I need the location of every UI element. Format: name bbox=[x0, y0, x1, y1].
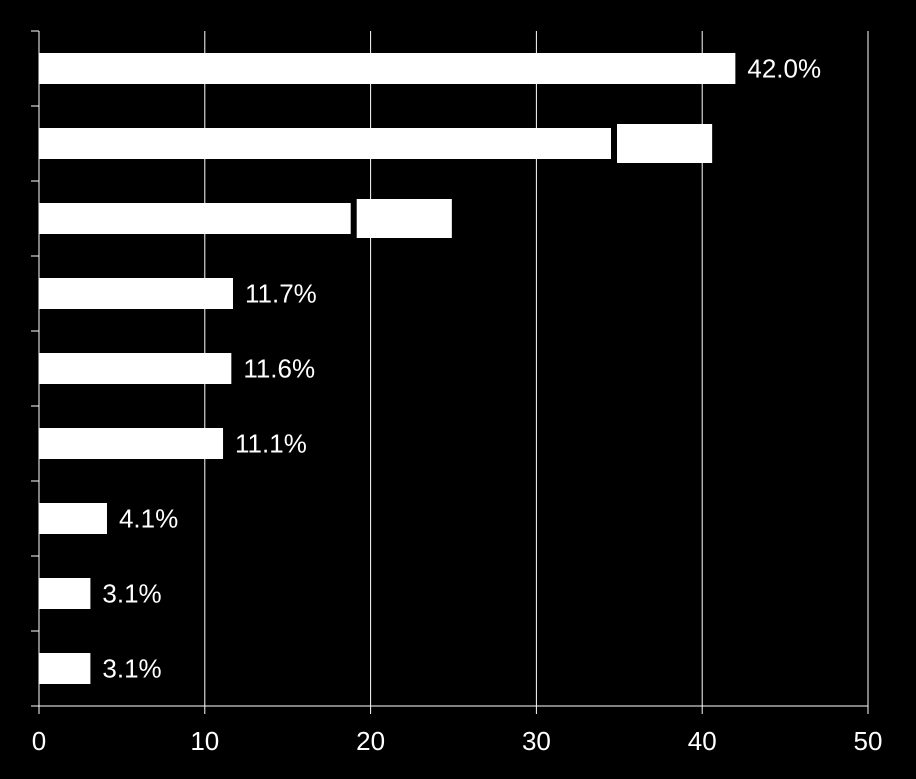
bars: 42.0% 11.7% 11.6% 11.1% 4.1% 3.1% 3.1% bbox=[39, 53, 821, 684]
bar-4 bbox=[39, 278, 233, 309]
x-tick-label-20: 20 bbox=[356, 726, 385, 756]
data-label-5: 11.6% bbox=[243, 354, 315, 384]
data-label-7: 4.1% bbox=[119, 504, 178, 534]
bar-9 bbox=[39, 653, 91, 684]
label-box-3 bbox=[356, 199, 452, 238]
x-tick-label-50: 50 bbox=[854, 726, 883, 756]
bar-8 bbox=[39, 578, 91, 609]
data-label-8: 3.1% bbox=[102, 579, 161, 609]
label-box-2 bbox=[617, 124, 713, 163]
bar-5 bbox=[39, 353, 232, 384]
x-tick-label-30: 30 bbox=[522, 726, 551, 756]
axes bbox=[31, 30, 869, 714]
data-label-6: 11.1% bbox=[235, 429, 307, 459]
data-label-4: 11.7% bbox=[245, 279, 317, 309]
x-tick-label-40: 40 bbox=[688, 726, 717, 756]
bar-2 bbox=[39, 128, 612, 159]
data-label-1: 42.0% bbox=[747, 54, 821, 84]
x-tick-labels: 0 10 20 30 40 50 bbox=[32, 726, 883, 756]
bar-7 bbox=[39, 503, 107, 534]
bar-1 bbox=[39, 53, 736, 84]
bar-3 bbox=[39, 203, 351, 234]
data-label-9: 3.1% bbox=[102, 654, 161, 684]
x-tick-label-10: 10 bbox=[190, 726, 219, 756]
x-tick-label-0: 0 bbox=[32, 726, 46, 756]
bar-6 bbox=[39, 428, 224, 459]
